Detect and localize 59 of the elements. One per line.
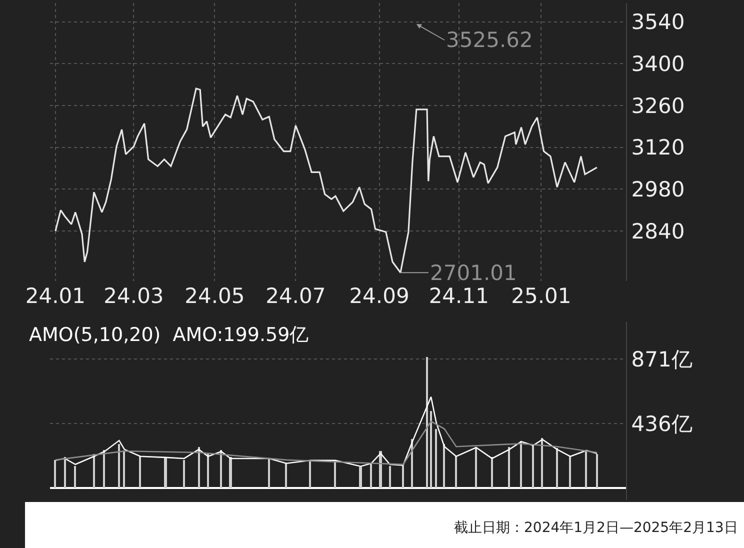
bar bbox=[508, 447, 510, 488]
bar bbox=[334, 461, 336, 488]
text: 截止日期：2024年1月2日—2025年2月13日 bbox=[454, 520, 738, 536]
y-tick-label: 436亿 bbox=[631, 412, 692, 436]
bar bbox=[491, 457, 494, 488]
y-tick-label: 3260 bbox=[631, 94, 685, 118]
bar bbox=[103, 450, 106, 488]
y-tick-label: 3540 bbox=[631, 10, 685, 34]
x-tick-label: 24.09 bbox=[349, 284, 410, 308]
bar bbox=[556, 448, 558, 488]
x-tick-label: 25.01 bbox=[511, 284, 572, 308]
x-tick-label: 24.05 bbox=[184, 284, 245, 308]
bar bbox=[389, 466, 392, 488]
bar bbox=[475, 447, 478, 488]
y-tick-label: 871亿 bbox=[631, 347, 692, 372]
bar bbox=[455, 456, 458, 488]
bar bbox=[74, 466, 76, 488]
bar bbox=[123, 451, 126, 488]
bar bbox=[359, 467, 362, 488]
bar bbox=[379, 451, 382, 488]
bar bbox=[118, 444, 120, 488]
y-tick-label: 3400 bbox=[631, 52, 685, 76]
x-tick-label: 24.07 bbox=[266, 284, 326, 308]
bar bbox=[430, 411, 432, 488]
bar bbox=[207, 454, 210, 488]
bar bbox=[520, 441, 522, 488]
bar bbox=[585, 450, 588, 488]
chart-title: AMO(5,10,20) AMO:199.59亿 bbox=[29, 324, 309, 346]
bar bbox=[569, 456, 572, 488]
bar bbox=[532, 445, 534, 488]
x-tick-label: 24.01 bbox=[25, 284, 86, 308]
bar bbox=[164, 458, 168, 488]
y-tick-label: 3120 bbox=[631, 136, 685, 160]
bar bbox=[435, 429, 438, 488]
bar bbox=[229, 457, 232, 488]
bar bbox=[370, 463, 372, 488]
x-tick-label: 24.11 bbox=[428, 284, 489, 308]
annotation: 3525.62 bbox=[446, 28, 533, 52]
bar bbox=[64, 457, 66, 488]
bar bbox=[402, 466, 404, 488]
y-tick-label: 2840 bbox=[631, 219, 685, 244]
annotation: 2701.01 bbox=[430, 261, 517, 285]
bar bbox=[54, 460, 56, 488]
x-tick-label: 24.03 bbox=[104, 284, 164, 308]
bar bbox=[443, 444, 446, 488]
bar bbox=[198, 447, 200, 488]
bar bbox=[220, 450, 222, 488]
line-series bbox=[54, 396, 598, 467]
bar bbox=[596, 454, 598, 488]
bar bbox=[268, 458, 270, 488]
y-tick-label: 2980 bbox=[631, 178, 685, 202]
line-series bbox=[54, 420, 598, 466]
bar bbox=[541, 438, 544, 488]
bar bbox=[183, 460, 186, 488]
bar bbox=[309, 460, 312, 488]
bar bbox=[426, 357, 428, 488]
bar bbox=[139, 456, 142, 488]
bar bbox=[93, 454, 96, 488]
bar bbox=[285, 463, 288, 488]
